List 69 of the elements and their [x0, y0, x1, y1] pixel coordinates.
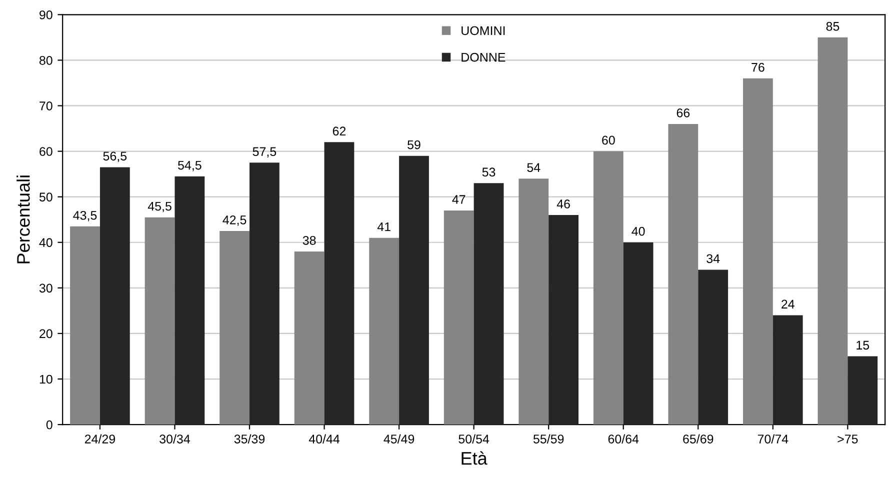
data-label: 54,5 — [178, 160, 202, 172]
data-label: 24 — [782, 300, 794, 308]
legend-label: DONNE — [462, 52, 506, 62]
data-label: 56,5 — [103, 152, 127, 162]
bar — [518, 178, 549, 425]
y-tick-label: 90 — [40, 10, 52, 20]
y-tick-label: 0 — [46, 420, 52, 430]
bar — [623, 242, 654, 425]
data-label: 62 — [332, 126, 346, 136]
data-label: 41 — [377, 222, 390, 232]
data-label: 43,5 — [73, 210, 97, 222]
y-tick-label: 40 — [39, 238, 52, 248]
bar — [324, 142, 354, 425]
x-tick-label: 60/64 — [608, 434, 639, 444]
x-tick-label: 45/49 — [384, 434, 414, 444]
y-tick-label: 60 — [40, 147, 52, 156]
data-label: 40 — [632, 226, 645, 236]
data-label: 85 — [826, 22, 840, 31]
bar — [668, 124, 698, 425]
bar — [444, 210, 474, 425]
data-label: 57,5 — [252, 147, 276, 158]
bar — [70, 226, 100, 425]
x-tick-label: >75 — [838, 434, 858, 444]
x-tick-label: 35/39 — [234, 434, 265, 444]
x-tick-label: 40/44 — [308, 434, 340, 444]
bar — [548, 215, 578, 425]
data-label: 47 — [452, 195, 466, 204]
bar — [593, 151, 624, 425]
x-tick-label: 24/29 — [84, 434, 116, 444]
data-label: 54 — [527, 163, 540, 172]
y-tick-label: 80 — [40, 56, 52, 65]
bar — [848, 356, 878, 425]
data-label: 34 — [706, 254, 720, 264]
data-label: 76 — [752, 62, 764, 72]
y-axis-title: Percentuali — [16, 176, 30, 264]
x-axis-title: Età — [462, 451, 488, 465]
data-label: 59 — [408, 140, 420, 150]
bar — [294, 251, 324, 425]
data-label: 45,5 — [148, 202, 172, 212]
bar — [818, 37, 848, 425]
x-tick-label: 65/69 — [683, 434, 714, 444]
data-label: 15 — [856, 340, 870, 350]
bar — [772, 315, 803, 425]
bar — [100, 167, 130, 425]
x-tick-label: 30/34 — [160, 434, 190, 444]
y-tick-label: 10 — [40, 374, 52, 384]
y-tick-label: 70 — [40, 102, 52, 110]
y-tick-label: 50 — [39, 192, 52, 202]
x-tick-label: 70/74 — [758, 434, 788, 444]
y-tick-label: 30 — [39, 284, 52, 293]
data-label: 53 — [482, 168, 496, 177]
bar — [369, 238, 400, 425]
bar — [698, 270, 728, 425]
data-label: 60 — [602, 136, 615, 145]
bar — [144, 217, 175, 425]
bar — [220, 230, 250, 425]
x-tick-label: 50/54 — [458, 434, 490, 444]
data-label: 42,5 — [222, 216, 246, 226]
bar — [399, 156, 429, 425]
data-label: 38 — [302, 236, 316, 245]
data-label: 66 — [676, 108, 690, 118]
x-tick-label: 55/59 — [533, 434, 564, 444]
bar — [742, 78, 773, 425]
bar — [474, 183, 504, 425]
bar — [174, 176, 205, 425]
legend-label: UOMINI — [462, 26, 505, 36]
y-tick-label: 20 — [40, 329, 52, 338]
data-label: 46 — [556, 200, 570, 208]
bar — [250, 162, 280, 425]
